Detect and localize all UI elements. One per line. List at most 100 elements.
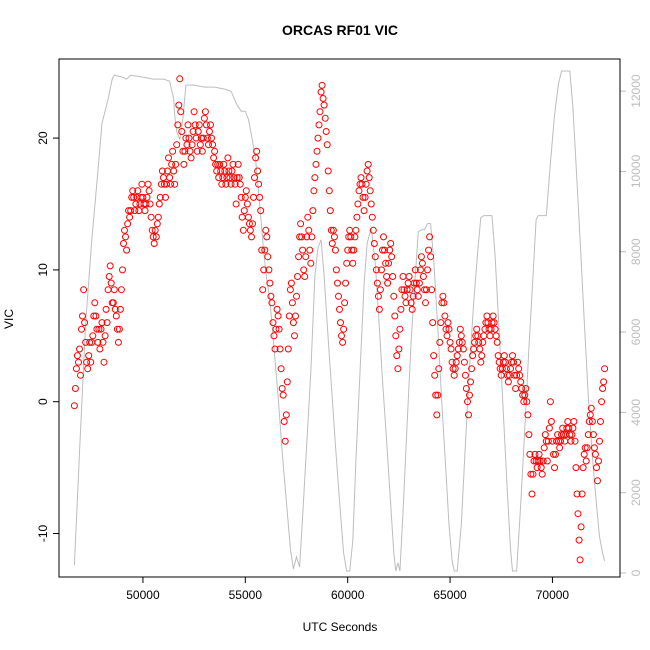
data-point [498,365,506,373]
data-point [600,378,608,386]
data-point [425,246,433,254]
data-point [261,246,269,254]
data-point [487,325,495,333]
data-point [210,154,218,162]
data-point [590,444,598,452]
data-point [128,193,136,201]
data-point [199,134,207,142]
data-point [410,279,418,287]
data-point [132,200,140,208]
data-point [124,220,132,228]
data-point [504,378,512,386]
data-point [510,358,517,366]
data-point [193,147,201,155]
data-point [253,147,261,155]
data-point [225,167,233,175]
data-point [434,391,442,399]
secondary-tick-label: 12000 [629,74,643,108]
data-point [325,187,333,195]
data-point [278,385,286,392]
data-point [436,338,444,346]
data-point [340,325,348,333]
data-point [292,312,299,320]
data-point [575,536,583,544]
data-point [478,352,486,360]
data-point [288,299,296,307]
data-point [365,174,373,182]
data-point [521,391,529,399]
data-point [538,470,546,478]
data-point [273,305,281,313]
data-point [545,424,553,432]
data-point [373,279,381,287]
data-point [456,325,464,333]
data-point [350,246,358,254]
data-point [122,233,129,241]
data-point [158,167,166,175]
data-point [81,319,89,327]
data-point [354,200,362,208]
data-point [71,385,79,392]
data-point [479,338,487,346]
data-point [186,147,194,155]
data-point [308,233,316,241]
data-point [466,391,473,399]
data-point [146,200,154,208]
data-point [92,312,100,320]
data-point [357,174,365,182]
data-point [515,365,523,373]
data-point [394,365,402,373]
data-point [280,418,288,425]
data-point [301,273,309,280]
data-point [326,207,334,215]
data-point [179,147,187,155]
data-point [236,180,244,188]
data-point [141,207,149,215]
data-point [449,365,457,373]
data-point [419,273,427,280]
data-point [143,193,151,201]
data-point [534,457,542,465]
data-point [96,345,104,353]
data-point [599,385,607,392]
data-point [543,457,551,465]
data-point [241,193,249,201]
data-point [286,286,294,294]
data-point [417,253,425,261]
data-point [148,226,156,234]
data-point [378,266,385,274]
data-point [277,365,285,373]
data-point [195,121,203,129]
data-point [78,325,85,333]
data-point [360,207,368,215]
data-point [329,226,337,234]
data-point [566,431,574,439]
data-point [371,253,379,261]
data-point [332,266,340,274]
data-point [557,437,565,445]
data-point [205,141,212,149]
data-point [202,121,210,129]
data-point [232,200,240,208]
data-point [437,319,445,327]
data-point [259,286,267,294]
data-point [211,147,219,155]
data-point [476,345,484,353]
data-point [323,141,331,149]
data-point [546,398,554,406]
data-point [500,352,508,360]
data-point [491,325,499,333]
data-point [348,246,356,254]
data-point [224,154,232,162]
chart-title: ORCAS RF01 VIC [282,22,398,38]
data-point [440,299,448,307]
data-point [121,226,128,234]
data-point [306,246,314,254]
data-point [446,338,454,346]
data-point [242,187,250,195]
data-point [598,398,606,406]
data-point [519,391,527,399]
data-point [153,220,161,228]
data-point [415,279,423,287]
